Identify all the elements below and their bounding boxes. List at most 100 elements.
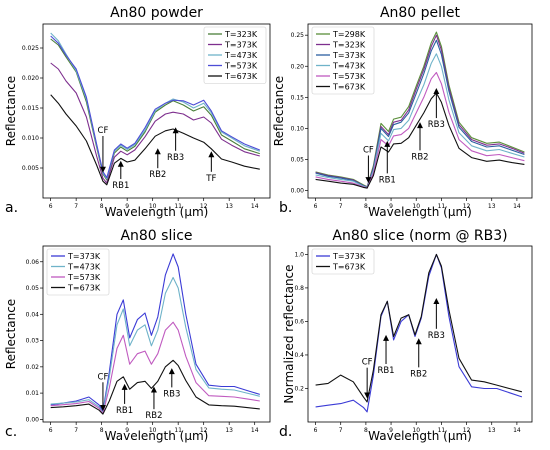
- x-tick-label: 14: [513, 203, 521, 210]
- annotation-label: RB1: [377, 366, 394, 376]
- annotation-label: RB1: [379, 175, 396, 185]
- legend-box: [311, 248, 375, 275]
- chart-title: An80 slice: [120, 228, 192, 244]
- annotation-label: RB2: [149, 170, 166, 180]
- y-tick-label: 0.06: [26, 259, 40, 266]
- y-tick-label: 0.03: [26, 338, 40, 345]
- y-tick-label: 1.0: [294, 251, 304, 258]
- x-tick-label: 7: [339, 427, 343, 434]
- annotation-arrow-head: [154, 148, 161, 155]
- x-tick-label: 11: [174, 427, 182, 434]
- y-tick-label: 0.15: [291, 94, 305, 101]
- x-tick-label: 7: [339, 203, 343, 210]
- legend-label: T=473K: [224, 51, 258, 60]
- annotation-arrow-head: [172, 127, 179, 134]
- x-tick-label: 9: [389, 203, 393, 210]
- annotation-arrow-head: [415, 338, 422, 345]
- y-tick-label: 0.04: [26, 311, 40, 318]
- annotation-label: RB3: [428, 120, 445, 130]
- annotation-label: RB3: [167, 153, 184, 163]
- x-tick-label: 13: [225, 427, 233, 434]
- x-tick-label: 11: [438, 427, 446, 434]
- panel-letter: b.: [279, 200, 292, 216]
- x-tick-label: 8: [364, 427, 368, 434]
- annotation-label: CF: [98, 372, 109, 382]
- annotation-arrow-head: [364, 392, 371, 399]
- chart-title: An80 slice (norm @ RB3): [332, 228, 507, 244]
- chart-title: An80 powder: [110, 5, 203, 21]
- x-tick-label: 12: [200, 427, 208, 434]
- annotation-arrow-head: [383, 334, 390, 341]
- legend-box: [203, 26, 267, 84]
- x-tick-label: 10: [412, 427, 420, 434]
- panel-4: An80 slice (norm @ RB3) d. Wavelength (μm)…: [279, 228, 533, 443]
- x-tick-label: 13: [488, 427, 496, 434]
- legend-box: [311, 26, 375, 95]
- annotation-label: CF: [362, 358, 373, 368]
- annotation-label: RB2: [411, 152, 428, 162]
- x-tick-label: 6: [49, 203, 53, 210]
- legend-label: T=473K: [332, 62, 366, 71]
- y-tick-label: 0.20: [291, 63, 305, 70]
- y-tick-label: 0.2: [294, 385, 304, 392]
- annotation-arrow-head: [121, 383, 128, 390]
- panel-1: An80 powder a. Wavelength (μm) Reflectance 6…: [4, 5, 271, 219]
- series-line: [315, 92, 525, 189]
- legend-box: [46, 248, 110, 296]
- series-line: [315, 71, 525, 189]
- annotation-arrow-head: [433, 88, 440, 95]
- annotation-arrow-head: [417, 122, 423, 129]
- x-axis-label: Wavelength (μm): [368, 205, 472, 219]
- annotation-arrow-head: [99, 404, 106, 411]
- y-tick-label: 0.015: [22, 105, 39, 112]
- annotation-arrow-head: [365, 177, 372, 184]
- x-tick-label: 8: [100, 427, 104, 434]
- x-tick-label: 12: [463, 203, 471, 210]
- y-tick-label: 0.10: [291, 125, 305, 132]
- legend-label: T=573K: [332, 72, 366, 81]
- y-tick-label: 0.02: [26, 364, 40, 371]
- legend-label: T=673K: [332, 83, 366, 92]
- x-tick-label: 13: [488, 203, 496, 210]
- annotation-arrow-head: [384, 140, 391, 147]
- annotation-label: RB1: [112, 181, 129, 191]
- y-tick-label: 0.005: [22, 165, 39, 172]
- series-line: [50, 94, 260, 186]
- y-tick-label: 0.4: [294, 352, 304, 359]
- legend-label: T=323K: [224, 30, 258, 39]
- y-tick-label: 0.05: [291, 156, 305, 163]
- x-tick-label: 10: [149, 203, 157, 210]
- annotation-arrow-head: [150, 386, 157, 393]
- x-tick-label: 6: [314, 203, 318, 210]
- legend-label: T=473K: [67, 263, 101, 272]
- legend-label: T=673K: [224, 72, 258, 81]
- legend-label: T=373K: [332, 252, 366, 261]
- series-line: [315, 253, 523, 403]
- annotation-arrow-head: [168, 368, 175, 375]
- annotation-label: RB2: [410, 369, 427, 379]
- legend-label: T=673K: [332, 263, 366, 272]
- x-tick-label: 6: [314, 427, 318, 434]
- x-axis-label: Wavelength (μm): [368, 429, 472, 443]
- x-tick-label: 9: [125, 427, 129, 434]
- legend-label: T=298K: [332, 30, 366, 39]
- annotation-arrow-head: [99, 166, 106, 173]
- annotation-label: CF: [363, 146, 374, 156]
- annotation-arrow-head: [117, 160, 124, 167]
- y-tick-label: 0.00: [26, 416, 40, 423]
- annotation-arrow-head: [208, 151, 215, 158]
- series-line: [50, 321, 260, 415]
- y-axis-label: Reflectance: [272, 76, 286, 146]
- series-line: [50, 32, 260, 180]
- annotation-label: RB2: [145, 411, 162, 421]
- x-tick-label: 11: [438, 203, 446, 210]
- x-tick-label: 7: [74, 203, 78, 210]
- annotation-label: RB3: [428, 331, 445, 341]
- y-tick-label: 0.8: [294, 285, 304, 292]
- x-tick-label: 13: [225, 203, 233, 210]
- series-line: [315, 53, 525, 188]
- x-axis-label: Wavelength (μm): [105, 429, 209, 443]
- legend-label: T=373K: [67, 252, 101, 261]
- panel-3: An80 slice c. Wavelength (μm) Reflectance 6 7…: [4, 228, 271, 443]
